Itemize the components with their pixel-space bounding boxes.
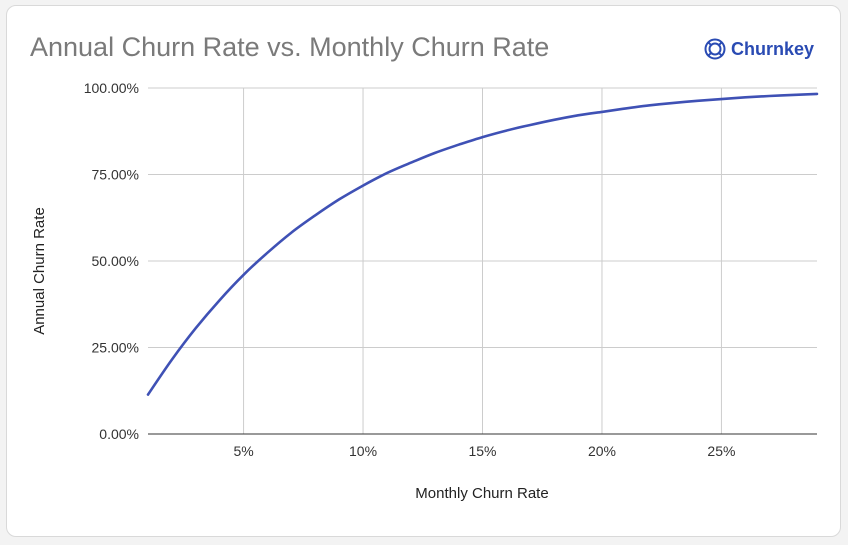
x-axis-label: Monthly Churn Rate (415, 485, 548, 502)
chart-title: Annual Churn Rate vs. Monthly Churn Rate (30, 32, 550, 62)
x-tick-labels: 5% 10% 15% 20% 25% (233, 443, 735, 459)
churnkey-logo-icon (704, 38, 726, 60)
brand-logo: Churnkey (704, 38, 814, 60)
y-axis-label: Annual Churn Rate (31, 207, 48, 335)
x-tick-label: 15% (468, 443, 496, 459)
x-tick-label: 20% (588, 443, 616, 459)
series-line (146, 92, 819, 396)
y-tick-label: 0.00% (99, 426, 139, 442)
y-tick-labels: 0.00% 25.00% 50.00% 75.00% 100.00% (84, 80, 139, 442)
x-tick-label: 5% (233, 443, 253, 459)
x-tick-label: 25% (707, 443, 735, 459)
y-tick-label: 100.00% (84, 80, 139, 96)
y-tick-label: 75.00% (92, 167, 139, 183)
chart-card (6, 5, 841, 537)
grid-lines (148, 87, 817, 434)
y-tick-label: 50.00% (92, 253, 139, 269)
y-tick-label: 25.00% (92, 340, 139, 356)
x-tick-label: 10% (349, 443, 377, 459)
brand-name: Churnkey (731, 38, 815, 59)
